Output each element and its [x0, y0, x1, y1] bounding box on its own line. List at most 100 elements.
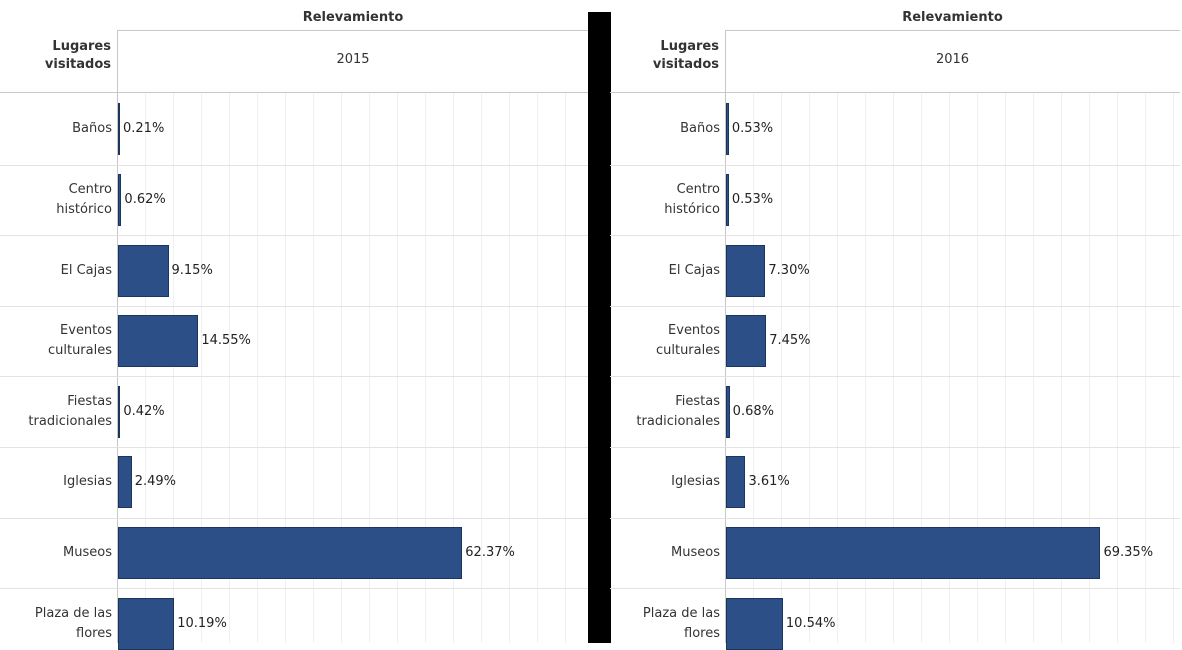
gridline: [977, 93, 978, 643]
row-separator: [0, 518, 589, 519]
row-header: Lugares visitados: [44, 39, 111, 72]
gridline: [173, 93, 174, 643]
header-separator: [0, 92, 589, 93]
category-label: Fiestas tradicionales: [636, 393, 720, 429]
header-separator: [610, 92, 1180, 93]
gridline: [1145, 93, 1146, 643]
bar-2016: [726, 315, 767, 368]
row-separator: [0, 447, 589, 448]
gridline: [1033, 93, 1034, 643]
row-separator: [610, 588, 1180, 589]
category-label: Centro histórico: [664, 181, 720, 217]
category-label: Museos: [63, 544, 112, 560]
gridline: [481, 93, 482, 643]
category-label: Iglesias: [671, 474, 720, 490]
row-separator: [610, 306, 1180, 307]
gridline: [865, 93, 866, 643]
data-label: 10.19%: [177, 615, 227, 631]
data-label: 0.21%: [123, 121, 165, 137]
bar-2016: [726, 244, 766, 297]
bar-2016: [726, 173, 729, 226]
bar-2016: [726, 597, 783, 650]
data-label: 2.49%: [134, 474, 177, 490]
bar-2015: [118, 315, 199, 368]
bar-2015: [118, 526, 463, 579]
gridline: [893, 93, 894, 643]
row-header: Lugares visitados: [652, 39, 719, 72]
panel-divider: [588, 12, 611, 643]
gridline: [425, 93, 426, 643]
row-separator: [0, 306, 589, 307]
gridline: [1005, 93, 1006, 643]
bar-2015: [118, 103, 120, 156]
bar-2015: [118, 456, 132, 509]
data-label: 0.42%: [123, 403, 165, 419]
gridline: [1061, 93, 1062, 643]
category-axis: [725, 93, 726, 643]
gridline: [229, 93, 230, 643]
bar-2016: [726, 385, 730, 438]
super-header: Relevamiento: [902, 10, 1003, 25]
gridline: [1173, 93, 1174, 643]
bar-2016: [726, 456, 746, 509]
row-separator: [610, 518, 1180, 519]
data-label: 7.45%: [769, 333, 811, 349]
data-label: 3.61%: [748, 474, 790, 490]
gridline: [341, 93, 342, 643]
data-label: 0.62%: [124, 191, 166, 207]
gridline: [257, 93, 258, 643]
data-label: 0.53%: [731, 121, 774, 137]
chart-panel-2015: Relevamiento Lugares visitados 2015 Baños 0.…: [0, 0, 590, 650]
category-label: Plaza de las flores: [642, 605, 720, 641]
category-label: Centro histórico: [56, 181, 112, 217]
data-label: 9.15%: [171, 262, 213, 278]
bar-2015: [118, 385, 121, 438]
gridline: [145, 93, 146, 643]
category-label: Iglesias: [63, 474, 112, 490]
gridline: [1089, 93, 1090, 643]
category-label: Plaza de las flores: [34, 605, 112, 641]
bar-2015: [118, 244, 169, 297]
gridline: [285, 93, 286, 643]
chart-panel-2016: Relevamiento Lugares visitados 2016 Baños 0.…: [610, 0, 1182, 650]
category-label: Eventos culturales: [655, 323, 720, 359]
gridline: [313, 93, 314, 643]
category-label: Baños: [680, 121, 720, 137]
super-header: Relevamiento: [302, 10, 404, 25]
data-label: 10.54%: [785, 615, 836, 631]
category-label: El Cajas: [668, 262, 720, 278]
row-separator: [610, 165, 1180, 166]
gridline: [837, 93, 838, 643]
bar-2016: [726, 103, 729, 156]
header-divider: [117, 30, 118, 92]
gridline: [201, 93, 202, 643]
category-label: El Cajas: [60, 262, 112, 278]
data-label: 14.55%: [201, 333, 251, 349]
row-separator: [0, 376, 589, 377]
bar-2015: [118, 597, 175, 650]
row-separator: [0, 165, 589, 166]
row-separator: [610, 376, 1180, 377]
data-label: 7.30%: [768, 262, 810, 278]
row-separator: [0, 235, 589, 236]
row-separator: [610, 447, 1180, 448]
gridline: [921, 93, 922, 643]
column-header-2015: 2015: [336, 52, 370, 67]
gridline: [369, 93, 370, 643]
data-label: 0.68%: [732, 403, 774, 419]
category-label: Fiestas tradicionales: [28, 393, 112, 429]
category-label: Baños: [72, 121, 112, 137]
gridline: [453, 93, 454, 643]
gridline: [781, 93, 782, 643]
bar-2016: [726, 526, 1101, 579]
gridline: [565, 93, 566, 643]
gridline: [509, 93, 510, 643]
row-separator: [610, 235, 1180, 236]
column-header-2016: 2016: [935, 52, 970, 67]
category-axis: [117, 93, 118, 643]
category-label: Museos: [671, 544, 720, 560]
row-separator: [0, 588, 589, 589]
gridline: [1117, 93, 1118, 643]
super-header-underline: [117, 30, 589, 31]
gridline: [949, 93, 950, 643]
